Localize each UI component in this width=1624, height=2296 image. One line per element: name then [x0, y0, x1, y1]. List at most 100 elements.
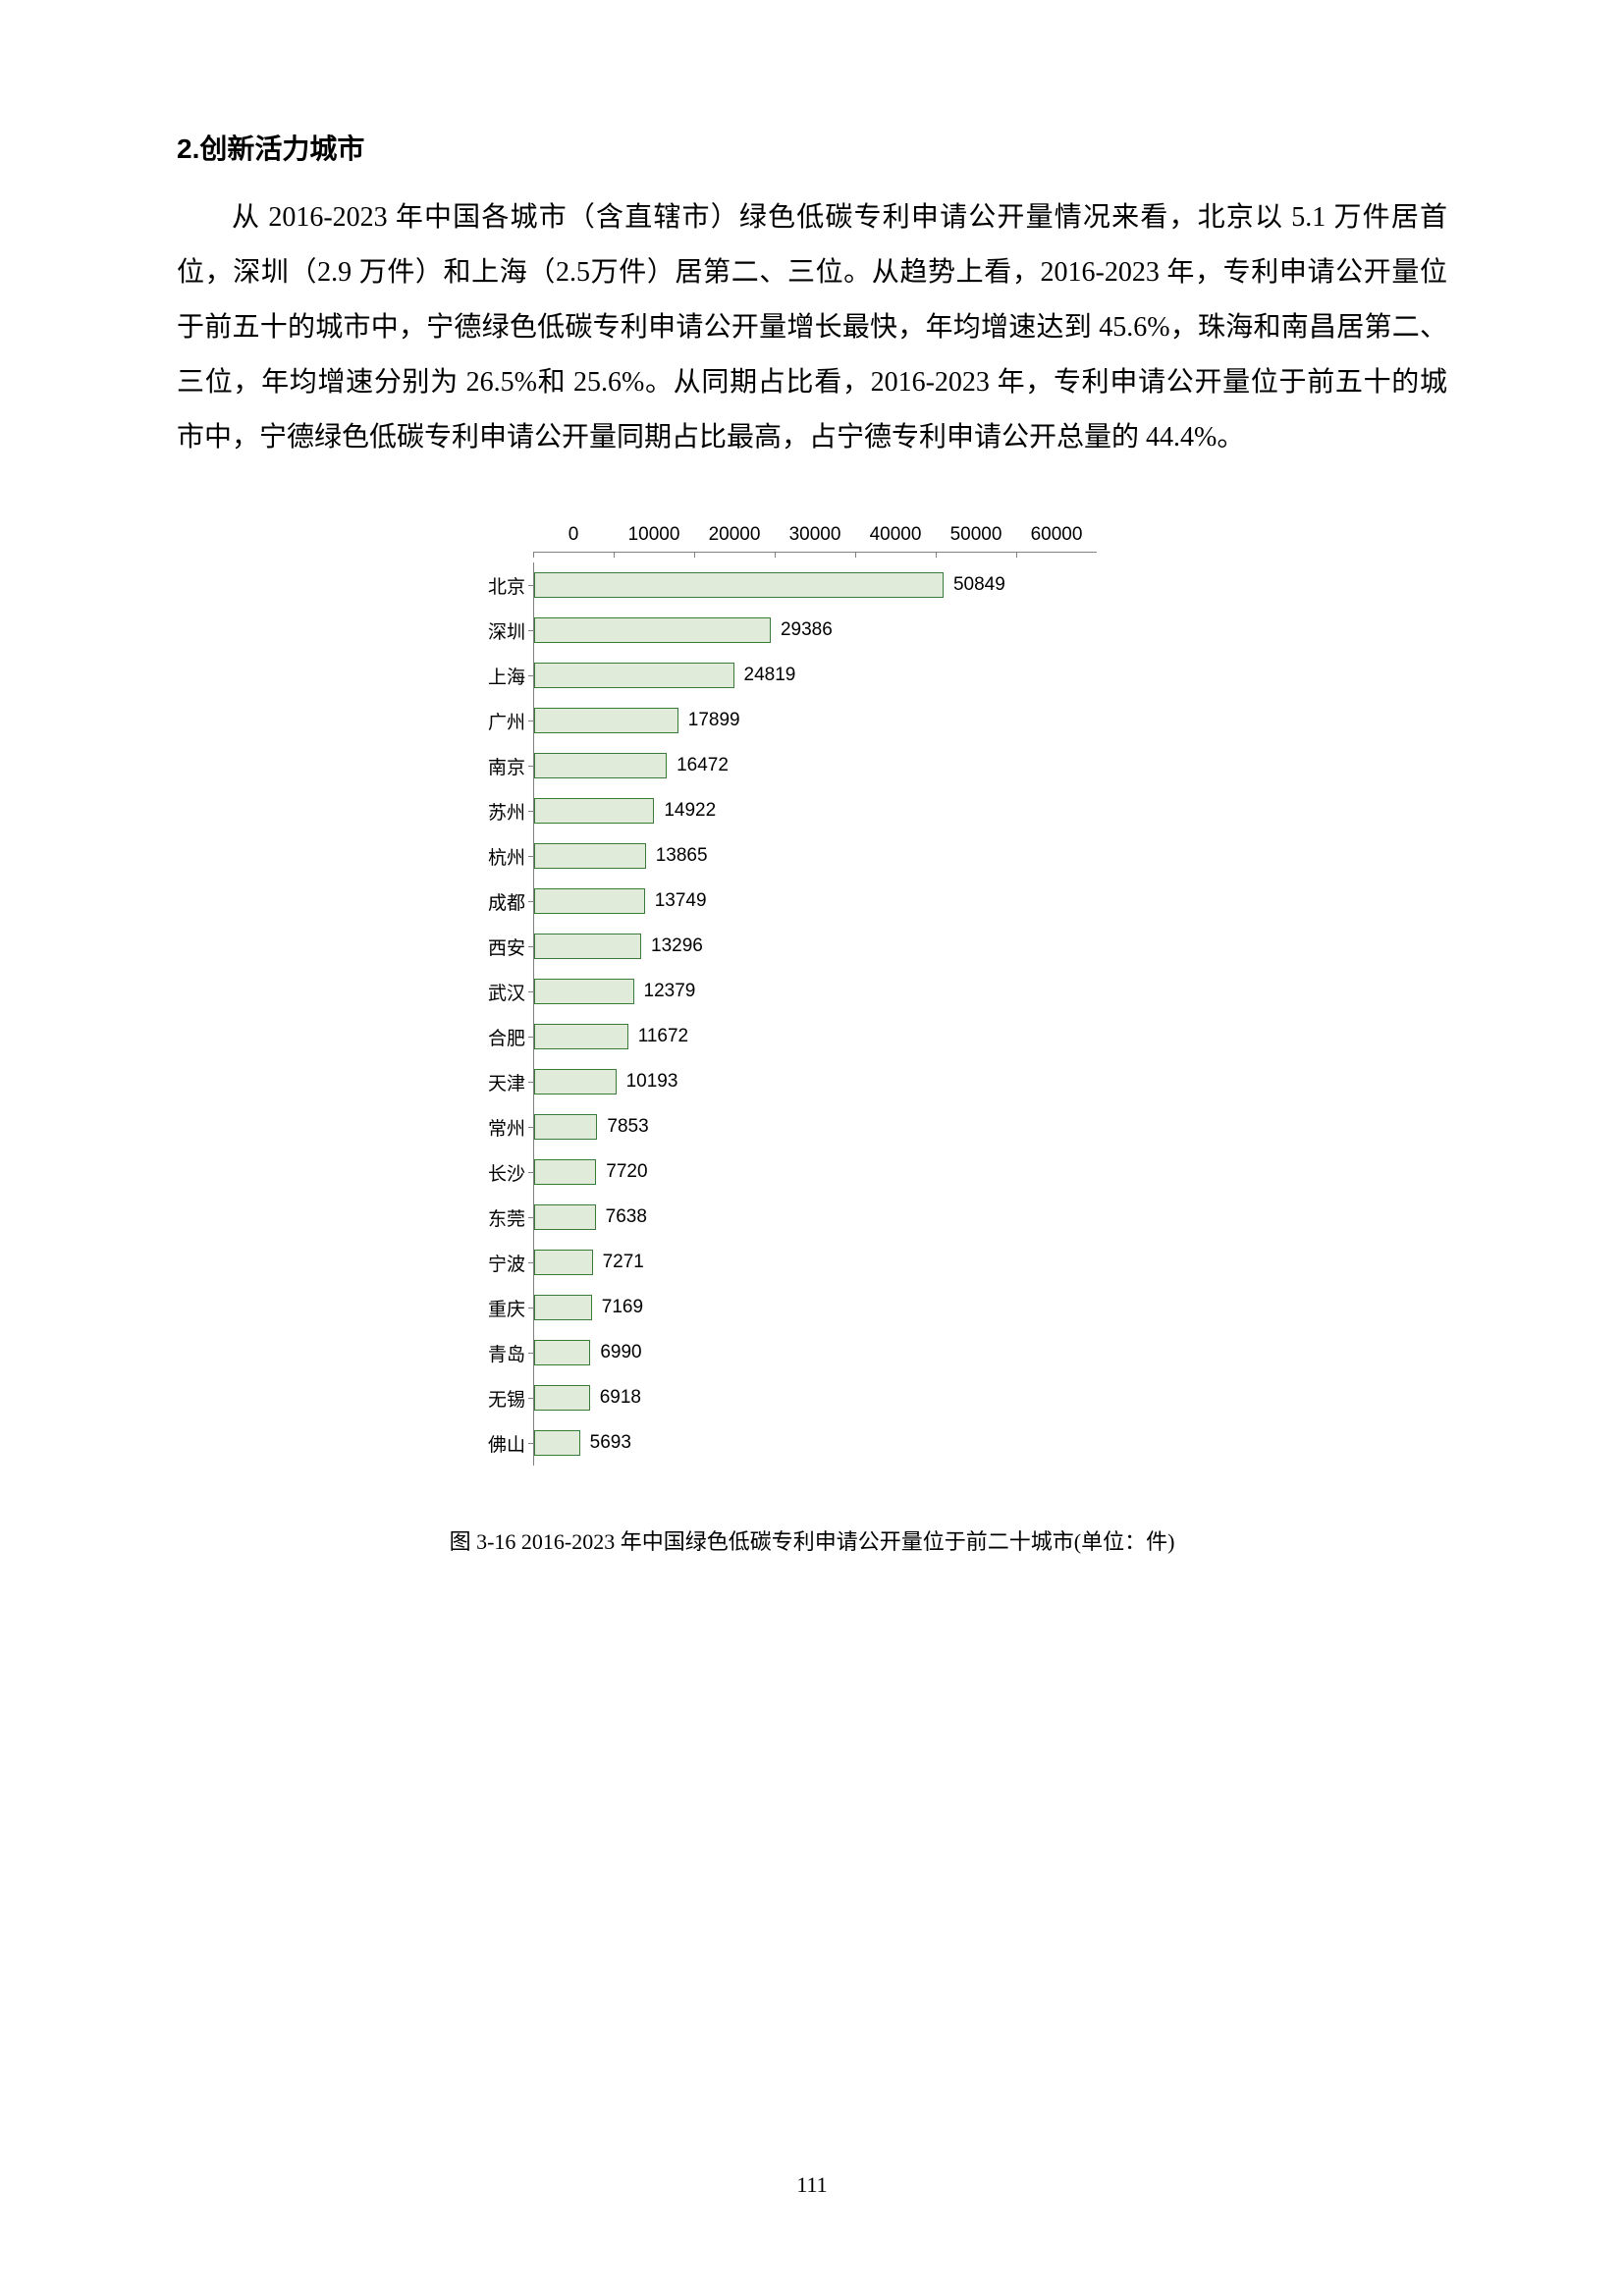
bar-category-label: 武汉 [459, 979, 533, 1005]
x-axis-tick-label: 20000 [694, 524, 775, 546]
bar-value-label: 10193 [626, 1071, 678, 1093]
y-axis-tick [528, 1353, 534, 1354]
bar-row: 宁波 7271 [459, 1240, 1165, 1285]
bar-row: 苏州 14922 [459, 788, 1165, 833]
bar-row: 成都 13749 [459, 879, 1165, 924]
bar-value-label: 24819 [744, 665, 796, 686]
body-paragraph: 从 2016-2023 年中国各城市（含直辖市）绿色低碳专利申请公开量情况来看，… [177, 190, 1447, 465]
bar-chart: 0100002000030000400005000060000 北京50849深… [459, 524, 1165, 1466]
bar-value-label: 11672 [638, 1026, 688, 1047]
y-axis-tick [528, 766, 534, 767]
bar-value-label: 7271 [603, 1252, 644, 1273]
y-axis-tick [528, 1443, 534, 1444]
bar-row: 常州 7853 [459, 1104, 1165, 1149]
bars-area: 北京 50849 深圳29386上海 24819 广州 17899 南京16472苏州 149… [459, 553, 1165, 1466]
bar-category-label: 西安 [459, 934, 533, 960]
bar-category-label: 上海 [459, 663, 533, 689]
bar-category-label: 北京 [459, 572, 533, 599]
bar-category-label: 重庆 [459, 1295, 533, 1321]
bar-row: 重庆 7169 [459, 1285, 1165, 1330]
x-axis-tick-label: 10000 [614, 524, 694, 546]
bar-track: 17899 [533, 698, 740, 743]
bar-track: 7271 [533, 1240, 644, 1285]
bar-track: 10193 [533, 1059, 677, 1104]
bar [534, 1024, 628, 1049]
bar-category-label: 深圳 [459, 617, 533, 644]
bar-track: 29386 [533, 608, 833, 653]
bar [534, 663, 734, 688]
y-axis-tick [528, 946, 534, 947]
bar-track: 24819 [533, 653, 795, 698]
y-axis-tick [528, 1172, 534, 1173]
bar-value-label: 6918 [600, 1387, 641, 1409]
bar [534, 1385, 590, 1411]
bar [534, 572, 944, 598]
y-axis-tick [528, 856, 534, 857]
bar-category-label: 常州 [459, 1114, 533, 1141]
bar-track: 7638 [533, 1195, 647, 1240]
y-axis-tick [528, 1217, 534, 1218]
bar-value-label: 12379 [644, 981, 696, 1002]
bar-category-label: 杭州 [459, 843, 533, 870]
bar-track: 6918 [533, 1375, 641, 1420]
bar [534, 617, 771, 643]
bar [534, 1250, 593, 1275]
bar-row: 无锡6918 [459, 1375, 1165, 1420]
page-number: 111 [0, 2172, 1624, 2198]
bar-row: 东莞7638 [459, 1195, 1165, 1240]
bar [534, 1295, 592, 1320]
x-axis-tick-label: 60000 [1016, 524, 1097, 546]
x-axis-tick-label: 40000 [855, 524, 936, 546]
bar-track: 13296 [533, 924, 703, 969]
bar [534, 1204, 596, 1230]
y-axis-tick [528, 1127, 534, 1128]
bar-category-label: 广州 [459, 708, 533, 734]
bar-category-label: 苏州 [459, 798, 533, 825]
bar-track: 12379 [533, 969, 695, 1014]
bar-category-label: 成都 [459, 888, 533, 915]
bar-track: 50849 [533, 562, 1005, 608]
bar-row: 武汉 12379 [459, 969, 1165, 1014]
y-axis-tick [528, 991, 534, 992]
section-heading: 2.创新活力城市 [177, 128, 1447, 167]
bar-row: 天津 10193 [459, 1059, 1165, 1104]
bar-row: 西安13296 [459, 924, 1165, 969]
bar-category-label: 宁波 [459, 1250, 533, 1276]
bar [534, 708, 678, 733]
bar-row: 长沙 7720 [459, 1149, 1165, 1195]
bar-category-label: 南京 [459, 753, 533, 779]
bar-value-label: 7720 [606, 1161, 647, 1183]
bar-value-label: 17899 [688, 710, 740, 731]
bar-row: 上海 24819 [459, 653, 1165, 698]
bar [534, 753, 667, 778]
chart-caption: 图 3-16 2016-2023 年中国绿色低碳专利申请公开量位于前二十城市(单… [177, 1524, 1447, 1556]
bar-value-label: 6990 [600, 1342, 641, 1363]
bar-value-label: 5693 [590, 1432, 631, 1454]
x-axis-tick-label: 50000 [936, 524, 1016, 546]
bar-category-label: 长沙 [459, 1159, 533, 1186]
bar-value-label: 50849 [953, 574, 1005, 596]
y-axis-tick [528, 585, 534, 586]
x-axis-tick-label: 0 [533, 524, 614, 546]
bar-value-label: 7853 [607, 1116, 648, 1138]
bar [534, 1340, 590, 1365]
bar-track: 14922 [533, 788, 716, 833]
bar-row: 广州 17899 [459, 698, 1165, 743]
y-axis-tick [528, 1037, 534, 1038]
bar-value-label: 13749 [655, 890, 707, 912]
x-axis-labels: 0100002000030000400005000060000 [533, 524, 1165, 546]
bar-value-label: 7169 [602, 1297, 643, 1318]
bar-row: 北京 50849 [459, 562, 1165, 608]
bar-row: 青岛6990 [459, 1330, 1165, 1375]
bar-track: 13865 [533, 833, 708, 879]
bar [534, 888, 645, 914]
bar [534, 1114, 597, 1140]
bar-track: 7853 [533, 1104, 649, 1149]
bar-track: 16472 [533, 743, 729, 788]
bar-category-label: 佛山 [459, 1430, 533, 1457]
bar-value-label: 14922 [664, 800, 716, 822]
bar [534, 934, 641, 959]
bar-row: 合肥11672 [459, 1014, 1165, 1059]
bar-category-label: 天津 [459, 1069, 533, 1095]
bar-track: 13749 [533, 879, 707, 924]
